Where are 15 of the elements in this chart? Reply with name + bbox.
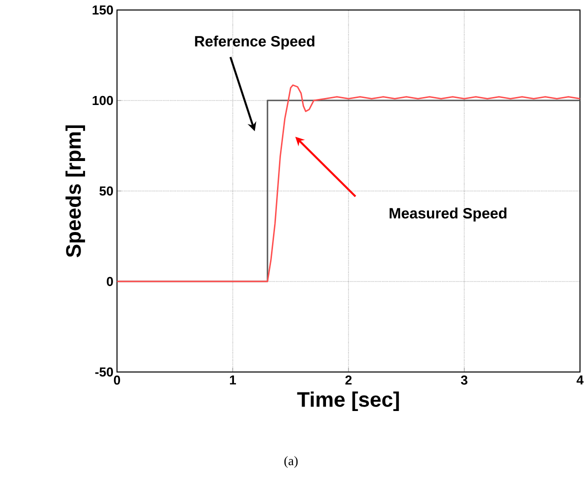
annotation: Measured Speed xyxy=(390,208,506,222)
x-tick-label: 0 xyxy=(114,376,120,385)
y-tick-label: 50 xyxy=(99,186,113,196)
x-tick-label: 1 xyxy=(230,376,236,384)
x-tick-label: 4 xyxy=(576,376,584,384)
text: (a) xyxy=(284,456,298,468)
x-tick-label: 3 xyxy=(460,376,468,385)
y-tick-label: 150 xyxy=(92,5,113,15)
annotation: Reference Speed xyxy=(195,36,314,50)
x-tick-label: 2 xyxy=(345,376,352,385)
y-tick-label: 0 xyxy=(106,276,113,286)
y-axis-title: Speeds [rpm] xyxy=(66,125,86,258)
x-axis-title: Time [sec] xyxy=(297,392,399,412)
y-tick-label: 100 xyxy=(92,96,113,106)
y-tick-label: -50 xyxy=(95,367,113,377)
